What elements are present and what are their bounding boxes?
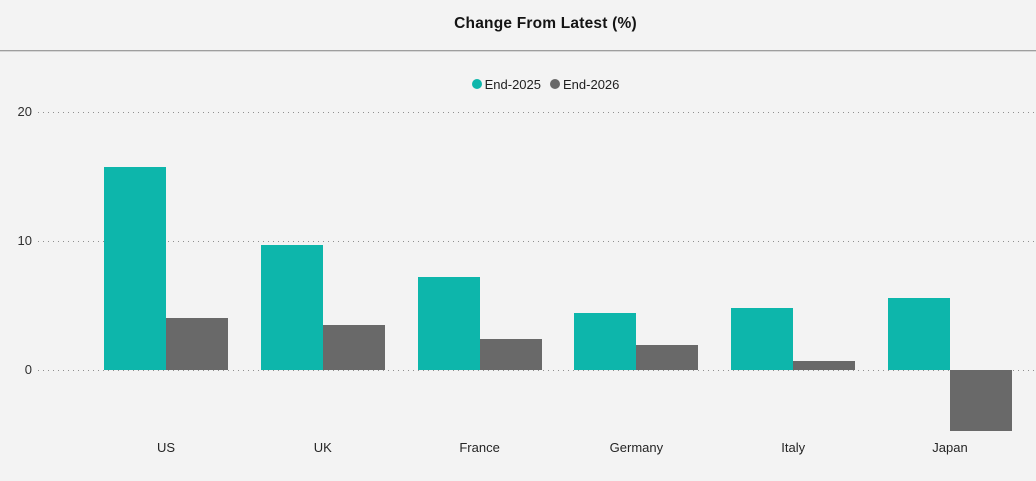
x-axis-category-label-italy: Italy	[781, 440, 806, 455]
title-divider	[0, 50, 1036, 52]
x-axis-category-label-us: US	[156, 440, 176, 455]
legend-label: End-2025	[484, 76, 541, 92]
chart-title: Change From Latest (%)	[454, 15, 637, 32]
bar-uk-end-2025[interactable]	[260, 244, 323, 370]
x-axis-category-label-germany: Germany	[609, 440, 664, 455]
legend-item-end-2026[interactable]: End-2026	[550, 77, 619, 92]
bar-germany-end-2026[interactable]	[636, 345, 699, 370]
bar-italy-end-2026[interactable]	[793, 360, 856, 370]
gridline-10	[38, 241, 1036, 242]
legend: End-2025 End-2026	[55, 76, 1036, 92]
gridline-0	[38, 370, 1036, 371]
y-axis-tick-label-10: 10	[17, 233, 32, 248]
legend-item-end-2025[interactable]: End-2025	[471, 76, 541, 92]
bar-us-end-2025[interactable]	[104, 167, 166, 370]
legend-dot-icon	[471, 79, 482, 89]
bar-france-end-2026[interactable]	[479, 339, 542, 370]
bar-japan-end-2025[interactable]	[888, 297, 950, 370]
x-axis-category-label-japan: Japan	[932, 440, 968, 455]
bar-us-end-2026[interactable]	[166, 318, 228, 370]
x-axis-category-label-france: France	[459, 440, 500, 455]
gridline-20	[38, 112, 1036, 113]
y-axis-tick-label-20: 20	[17, 104, 32, 119]
bar-italy-end-2025[interactable]	[731, 308, 794, 370]
bar-uk-end-2026[interactable]	[322, 324, 385, 370]
x-axis-category-label-uk: UK	[313, 440, 332, 455]
legend-label: End-2026	[563, 76, 620, 92]
legend-dot-icon	[550, 79, 560, 89]
bar-japan-end-2026[interactable]	[950, 370, 1012, 431]
bar-france-end-2025[interactable]	[417, 277, 480, 370]
bar-germany-end-2025[interactable]	[574, 313, 637, 370]
y-axis-tick-label-0: 0	[24, 362, 32, 377]
